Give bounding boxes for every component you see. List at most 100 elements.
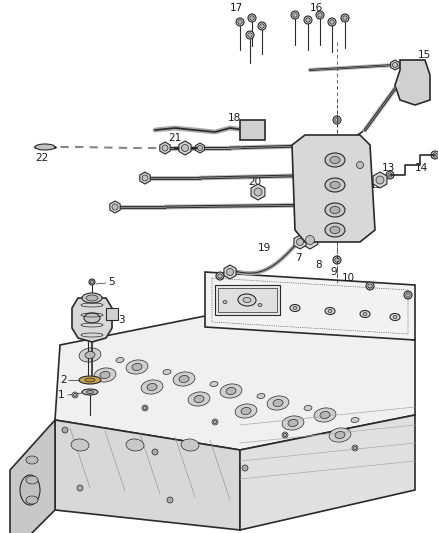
Ellipse shape	[273, 399, 283, 407]
Ellipse shape	[20, 475, 40, 505]
Circle shape	[376, 176, 384, 184]
Ellipse shape	[330, 206, 340, 214]
Polygon shape	[325, 173, 346, 197]
Ellipse shape	[181, 439, 199, 451]
Circle shape	[335, 118, 339, 122]
Circle shape	[392, 62, 398, 68]
Ellipse shape	[179, 375, 189, 383]
Ellipse shape	[220, 384, 242, 398]
Polygon shape	[240, 415, 415, 530]
Ellipse shape	[325, 223, 345, 237]
Polygon shape	[140, 172, 150, 184]
Ellipse shape	[320, 411, 330, 418]
Circle shape	[283, 433, 286, 437]
Ellipse shape	[79, 376, 101, 384]
Circle shape	[142, 405, 148, 411]
Ellipse shape	[325, 153, 345, 167]
Ellipse shape	[258, 303, 262, 306]
Ellipse shape	[147, 383, 157, 391]
Circle shape	[90, 280, 94, 284]
Circle shape	[315, 202, 321, 208]
Polygon shape	[302, 231, 318, 249]
Ellipse shape	[173, 372, 195, 386]
Polygon shape	[160, 142, 170, 154]
Circle shape	[368, 284, 372, 288]
Polygon shape	[251, 184, 265, 200]
Circle shape	[250, 16, 254, 20]
Circle shape	[305, 236, 314, 245]
Circle shape	[352, 445, 358, 451]
Text: 3: 3	[118, 315, 125, 325]
Circle shape	[260, 24, 264, 28]
Circle shape	[433, 153, 437, 157]
Ellipse shape	[85, 351, 95, 359]
Text: 20: 20	[248, 177, 261, 187]
Ellipse shape	[335, 432, 345, 439]
Circle shape	[406, 293, 410, 297]
Text: 14: 14	[415, 163, 428, 173]
Polygon shape	[294, 235, 306, 249]
Text: 7: 7	[295, 253, 302, 263]
Ellipse shape	[126, 360, 148, 374]
Ellipse shape	[223, 301, 227, 303]
Ellipse shape	[267, 396, 289, 410]
Circle shape	[366, 282, 374, 290]
Ellipse shape	[141, 380, 163, 394]
Circle shape	[181, 144, 188, 151]
Polygon shape	[205, 272, 415, 340]
Circle shape	[218, 274, 222, 278]
Circle shape	[143, 406, 147, 410]
Polygon shape	[110, 201, 120, 213]
Circle shape	[357, 161, 364, 168]
Bar	[218, 288, 277, 312]
Circle shape	[167, 497, 173, 503]
Circle shape	[291, 11, 299, 19]
Circle shape	[89, 279, 95, 285]
Circle shape	[318, 13, 322, 17]
Circle shape	[409, 78, 417, 86]
Circle shape	[77, 485, 83, 491]
Ellipse shape	[363, 312, 367, 316]
Circle shape	[248, 14, 256, 22]
Ellipse shape	[238, 294, 256, 306]
Text: 5: 5	[108, 277, 115, 287]
Circle shape	[62, 427, 68, 433]
Ellipse shape	[241, 407, 251, 415]
Ellipse shape	[293, 306, 297, 310]
Ellipse shape	[210, 382, 218, 386]
Polygon shape	[55, 310, 415, 450]
Text: 11: 11	[348, 215, 361, 225]
Circle shape	[330, 20, 334, 24]
Ellipse shape	[360, 311, 370, 318]
Polygon shape	[196, 143, 205, 153]
Circle shape	[142, 175, 148, 181]
Circle shape	[343, 16, 347, 20]
Text: 19: 19	[258, 243, 271, 253]
Ellipse shape	[163, 369, 171, 375]
Polygon shape	[72, 298, 112, 342]
Ellipse shape	[86, 295, 98, 301]
Polygon shape	[10, 420, 55, 533]
Text: 8: 8	[315, 260, 321, 270]
Text: 22: 22	[35, 153, 48, 163]
Polygon shape	[224, 265, 236, 279]
Text: 16: 16	[310, 3, 323, 13]
Ellipse shape	[288, 419, 298, 426]
Ellipse shape	[82, 293, 102, 303]
Ellipse shape	[257, 393, 265, 399]
Circle shape	[162, 145, 168, 151]
Circle shape	[411, 80, 415, 84]
Ellipse shape	[220, 298, 230, 305]
Circle shape	[250, 128, 254, 132]
Circle shape	[431, 151, 438, 159]
Circle shape	[238, 20, 242, 24]
Ellipse shape	[328, 310, 332, 312]
Circle shape	[404, 291, 412, 299]
Polygon shape	[395, 60, 430, 105]
Ellipse shape	[393, 316, 397, 319]
Ellipse shape	[325, 178, 345, 192]
Polygon shape	[240, 120, 265, 140]
Circle shape	[72, 392, 78, 398]
Circle shape	[386, 171, 394, 179]
Text: 2: 2	[60, 375, 67, 385]
